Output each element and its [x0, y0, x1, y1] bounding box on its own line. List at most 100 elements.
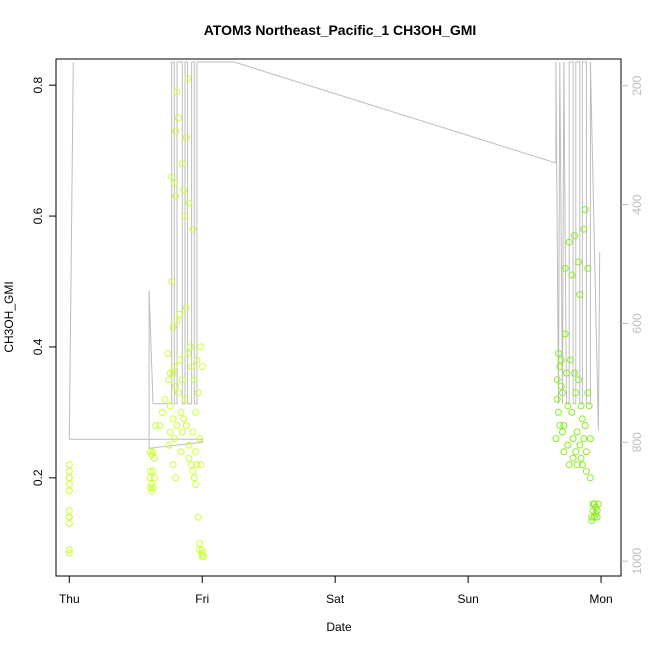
data-point: [190, 474, 198, 482]
data-point: [569, 454, 577, 462]
data-point: [590, 513, 598, 521]
data-point: [557, 382, 565, 390]
x-axis-label: Date: [326, 620, 352, 634]
data-point: [193, 356, 201, 364]
data-point: [188, 363, 196, 371]
right-tick-label: 1000: [630, 547, 644, 574]
x-axis: Thu Fri Sat Sun Mon: [59, 576, 613, 606]
data-point: [150, 474, 158, 482]
right-tick-label: 800: [630, 432, 644, 452]
data-point: [181, 395, 189, 403]
data-point: [166, 402, 174, 410]
data-point: [149, 448, 157, 456]
data-point: [148, 487, 156, 495]
data-point: [180, 186, 188, 194]
data-point: [590, 500, 598, 508]
data-point: [568, 408, 576, 416]
data-point: [189, 428, 197, 436]
data-point: [173, 317, 181, 325]
data-point: [559, 389, 566, 397]
data-point: [572, 448, 580, 456]
data-point: [168, 278, 176, 285]
y-tick-label: 0.6: [31, 207, 45, 224]
data-point: [577, 402, 585, 410]
data-point: [555, 350, 562, 357]
data-point: [176, 310, 184, 318]
data-point: [193, 461, 201, 469]
data-point: [149, 467, 157, 475]
points-layer: [65, 75, 602, 560]
data-point: [186, 343, 194, 351]
data-point: [575, 376, 582, 384]
data-point: [567, 356, 574, 364]
data-point: [576, 291, 584, 299]
data-point: [149, 484, 157, 492]
x-tick-label: Sat: [326, 592, 345, 606]
data-point: [200, 552, 208, 560]
data-point: [173, 422, 181, 429]
data-point: [563, 369, 570, 377]
data-point: [146, 484, 154, 492]
y-axis: 0.2 0.4 0.6 0.8: [31, 77, 56, 486]
data-point: [553, 376, 561, 384]
data-point: [577, 454, 585, 462]
data-point: [198, 546, 206, 554]
data-point: [65, 546, 73, 554]
data-point: [165, 441, 173, 449]
data-point: [189, 225, 197, 233]
data-point: [580, 225, 588, 233]
data-point: [559, 428, 566, 436]
data-point: [573, 461, 581, 469]
data-point: [572, 389, 580, 397]
x-tick-label: Sun: [457, 592, 478, 606]
right-tick-label: 600: [630, 313, 644, 333]
data-point: [194, 513, 202, 521]
data-point: [169, 323, 177, 331]
data-point: [181, 212, 189, 220]
data-point: [65, 520, 73, 528]
right-axis-line-layer: [68, 61, 601, 449]
data-point: [581, 206, 589, 213]
data-point: [65, 549, 73, 557]
data-point: [573, 428, 581, 436]
chart-title: ATOM3 Northeast_Pacific_1 CH3OH_GMI: [204, 22, 477, 38]
data-point: [65, 474, 73, 482]
data-point: [182, 422, 190, 429]
data-point: [561, 330, 569, 338]
data-point: [582, 467, 590, 475]
data-point: [190, 376, 198, 384]
right-tick-label: 200: [630, 75, 644, 95]
data-point: [594, 500, 602, 508]
data-point: [580, 435, 588, 443]
data-point: [586, 435, 594, 443]
data-point: [578, 415, 586, 423]
data-point: [586, 474, 594, 482]
x-tick-label: Thu: [59, 592, 80, 606]
data-point: [557, 356, 565, 364]
data-point: [555, 408, 562, 416]
data-point: [172, 382, 180, 390]
data-point: [170, 179, 178, 187]
data-point: [182, 304, 190, 312]
data-point: [556, 422, 564, 429]
data-point: [582, 448, 590, 456]
data-point: [172, 474, 180, 482]
data-point: [170, 435, 178, 443]
data-point: [146, 448, 154, 456]
data-point: [174, 114, 182, 122]
data-point: [182, 134, 190, 141]
plot-frame: [55, 58, 622, 577]
data-point: [198, 363, 206, 371]
data-point: [146, 474, 154, 482]
data-point: [198, 549, 206, 557]
data-point: [593, 507, 601, 515]
data-point: [560, 448, 568, 456]
data-point: [569, 435, 577, 443]
data-point: [166, 428, 174, 436]
data-point: [65, 480, 73, 488]
right-axis: 200 400 600 800 1000: [621, 75, 644, 574]
data-point: [197, 461, 205, 469]
data-point: [156, 422, 164, 429]
y-tick-label: 0.2: [31, 469, 45, 486]
line-series-0: [68, 61, 601, 449]
